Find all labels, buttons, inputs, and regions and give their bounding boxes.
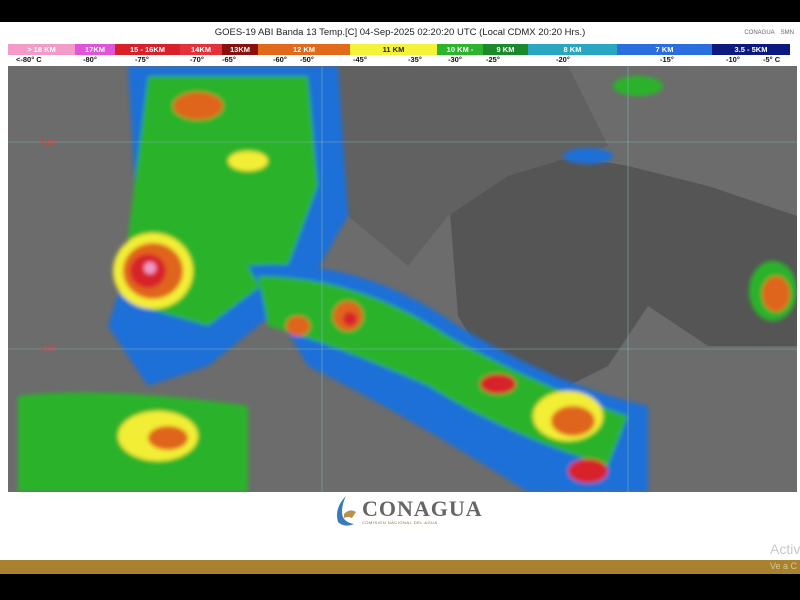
temperature-label: <-80° C — [16, 55, 42, 64]
satellite-map: +30° +20° — [8, 66, 797, 492]
legend-segment: > 18 KM — [8, 44, 75, 55]
image-title: GOES-19 ABI Banda 13 Temp.[C] 04-Sep-202… — [214, 27, 586, 38]
legend-segment: 10 KM - — [437, 44, 483, 55]
legend-segment: 9 KM — [483, 44, 528, 55]
color-legend: > 18 KM 17KM 15 - 16KM 14KM 13KM 12 KM 11 KM 10… — [8, 44, 790, 55]
temperature-label: -25° — [486, 55, 500, 64]
temperature-label: -10° — [726, 55, 740, 64]
smn-logo: SMN — [780, 30, 794, 36]
conagua-logo: CONAGUA COMISIÓN NACIONAL DEL AGUA — [332, 494, 483, 528]
satellite-image-panel: GOES-19 ABI Banda 13 Temp.[C] 04-Sep-202… — [0, 22, 800, 560]
temperature-label: -15° — [660, 55, 674, 64]
brand-name: CONAGUA — [362, 495, 483, 521]
temperature-label: -35° — [408, 55, 422, 64]
legend-segment: 15 - 16KM — [115, 44, 180, 55]
legend-segment: 14KM — [180, 44, 222, 55]
temperature-label: -5° C — [763, 55, 781, 64]
temperature-label: -20° — [556, 55, 570, 64]
lat-label-20: +20° — [40, 345, 57, 354]
conagua-small-logo: CONAGUA — [744, 30, 775, 36]
temperature-label: -50° — [300, 55, 314, 64]
legend-segment: 8 KM — [528, 44, 617, 55]
brand-subtitle: COMISIÓN NACIONAL DEL AGUA — [362, 519, 438, 525]
activate-windows-watermark: Activ — [770, 541, 800, 557]
legend-segment: 11 KM — [350, 44, 437, 55]
legend-segment: 3.5 - 5KM — [712, 44, 790, 55]
legend-segment: 12 KM — [258, 44, 350, 55]
cloud-tops — [18, 66, 797, 492]
footer-gold-bar — [0, 560, 800, 574]
temperature-scale: <-80° C -80° -75° -70° -65° -60° -50° -45° -35° -… — [8, 55, 790, 65]
temperature-label: -70° — [190, 55, 204, 64]
activate-windows-subtext: Ve a C — [770, 561, 798, 571]
temperature-label: -30° — [448, 55, 462, 64]
temperature-label: -65° — [222, 55, 236, 64]
legend-segment: 17KM — [75, 44, 115, 55]
temperature-label: -45° — [353, 55, 367, 64]
legend-segment: 7 KM — [617, 44, 712, 55]
temperature-label: -60° — [273, 55, 287, 64]
legend-segment: 13KM — [222, 44, 258, 55]
temperature-label: -80° — [83, 55, 97, 64]
temperature-label: -75° — [135, 55, 149, 64]
header-logos: CONAGUA SMN — [744, 30, 794, 36]
conagua-emblem-icon — [337, 496, 356, 526]
lat-label-30: +30° — [40, 138, 57, 147]
